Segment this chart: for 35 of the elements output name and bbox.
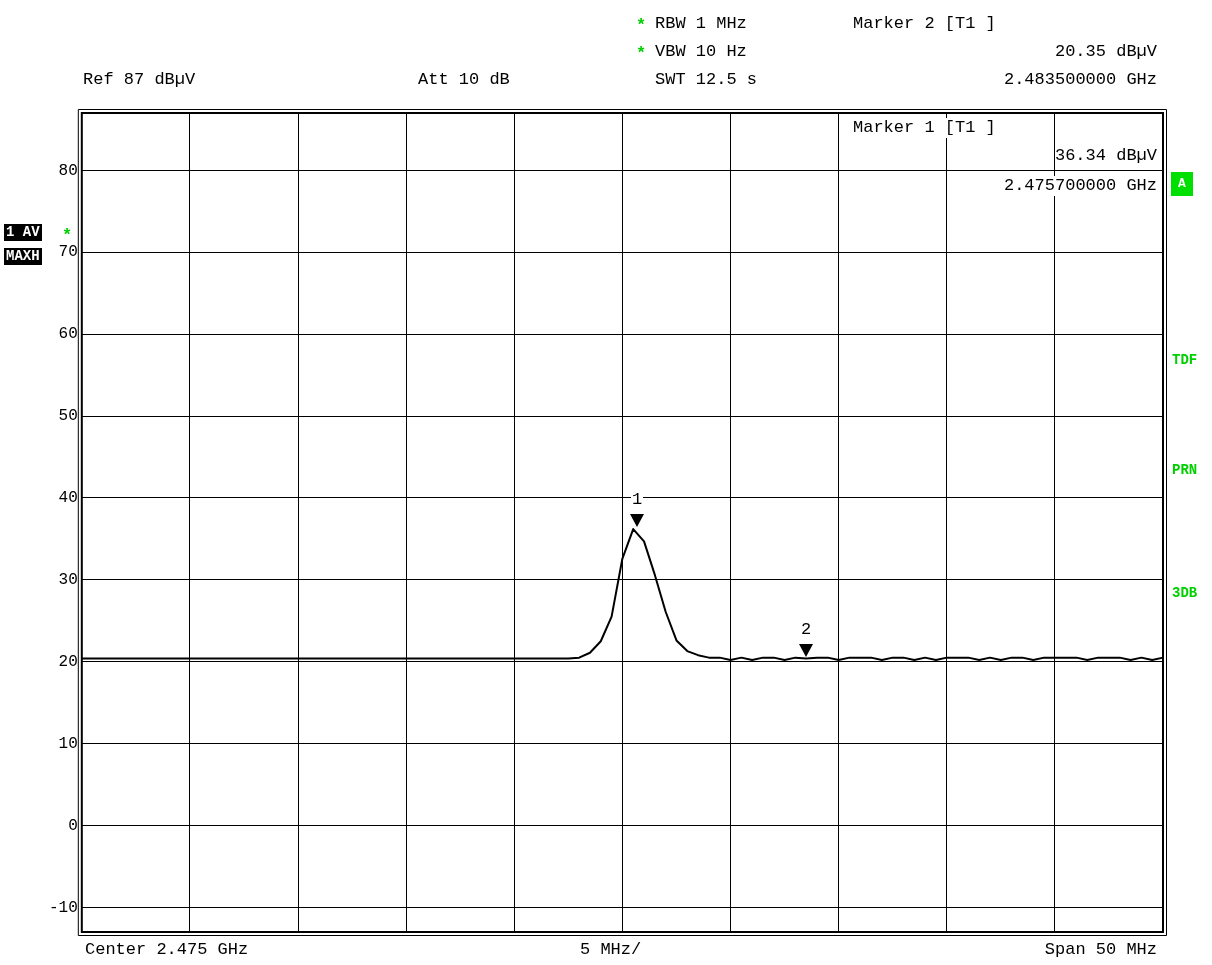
text: Marker 2 [T1 ] <box>853 14 996 34</box>
text: TDF <box>1172 351 1198 370</box>
text: Center 2.475 GHz <box>85 940 249 960</box>
y-tick-label: 0 <box>68 816 78 835</box>
annotation: 36.34 dBµV <box>1054 146 1157 166</box>
y-tick-label: 60 <box>58 325 78 344</box>
y-tick-label: 40 <box>58 489 78 508</box>
text: RBW 1 MHz <box>655 14 747 34</box>
text: 20.35 dBµV <box>1054 42 1157 62</box>
text: 3DB <box>1172 584 1198 603</box>
text: SWT 12.5 s <box>655 70 758 90</box>
text: 1 AV <box>4 224 42 241</box>
y-tick-label: 30 <box>58 571 78 590</box>
annotation: 2.475700000 GHz <box>1003 176 1157 196</box>
text: VBW 10 Hz <box>655 42 747 62</box>
y-tick-label: 70 <box>58 243 78 262</box>
text: * <box>636 16 647 36</box>
y-tick-label: -10 <box>48 898 78 917</box>
text: Ref 87 dBµV <box>83 70 196 90</box>
y-tick-label: 80 <box>58 161 78 180</box>
y-tick-label: 20 <box>58 652 78 671</box>
y-tick-label: 10 <box>58 734 78 753</box>
text: Span 50 MHz <box>1044 940 1157 960</box>
text: Att 10 dB <box>418 70 510 90</box>
text: * <box>636 44 647 64</box>
annotation: 2 <box>800 620 813 640</box>
text: * <box>62 226 73 245</box>
annotation: 1 <box>631 490 644 510</box>
y-tick-label: 50 <box>58 407 78 426</box>
text: MAXH <box>4 248 42 265</box>
text: 2.483500000 GHz <box>1003 70 1157 90</box>
text: A <box>1171 172 1193 196</box>
annotation: Marker 1 [T1 ] <box>853 118 996 138</box>
text: 5 MHz/ <box>580 940 642 960</box>
text: PRN <box>1172 461 1198 480</box>
